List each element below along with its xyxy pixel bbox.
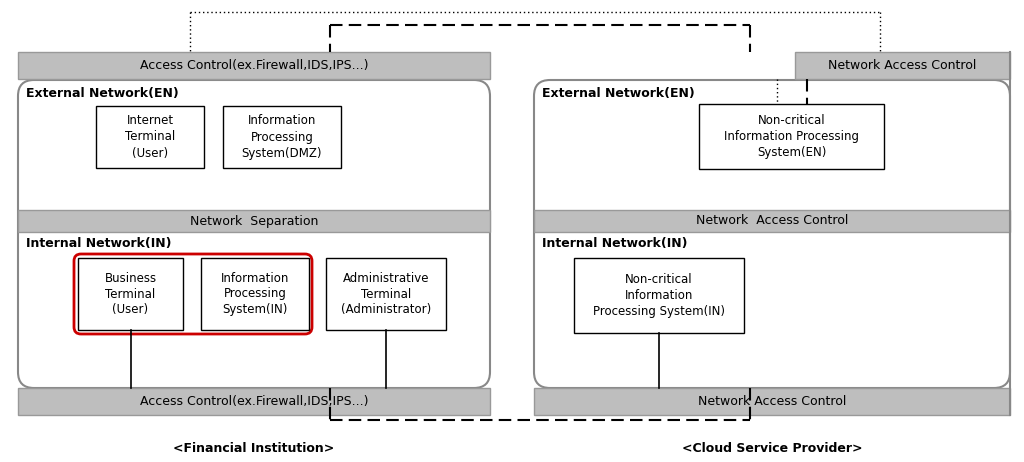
Text: Access Control(ex.Firewall,IDS,IPS...): Access Control(ex.Firewall,IDS,IPS...): [139, 395, 369, 408]
FancyBboxPatch shape: [534, 80, 1010, 388]
FancyBboxPatch shape: [74, 254, 312, 334]
Bar: [574, 258, 744, 333]
Bar: [18, 52, 490, 79]
Text: Non-critical
Information
Processing System(IN): Non-critical Information Processing Syst…: [593, 273, 725, 318]
Text: Network  Separation: Network Separation: [189, 214, 318, 227]
Bar: [223, 106, 341, 168]
Text: Network Access Control: Network Access Control: [828, 59, 977, 72]
Text: Internet
Terminal
(User): Internet Terminal (User): [125, 115, 175, 159]
Bar: [78, 258, 183, 330]
Bar: [795, 52, 1010, 79]
Bar: [18, 388, 490, 415]
Text: Administrative
Terminal
(Administrator): Administrative Terminal (Administrator): [341, 272, 431, 316]
Text: Business
Terminal
(User): Business Terminal (User): [104, 272, 157, 316]
Bar: [18, 210, 490, 232]
Text: Internal Network(IN): Internal Network(IN): [542, 237, 687, 250]
Text: Access Control(ex.Firewall,IDS,IPS...): Access Control(ex.Firewall,IDS,IPS...): [139, 59, 369, 72]
Bar: [326, 258, 446, 330]
Text: <Financial Institution>: <Financial Institution>: [173, 442, 335, 455]
Text: Information
Processing
System(IN): Information Processing System(IN): [221, 272, 289, 316]
Text: External Network(EN): External Network(EN): [542, 87, 694, 101]
Bar: [96, 106, 204, 168]
Bar: [201, 258, 309, 330]
Text: Network  Access Control: Network Access Control: [696, 214, 848, 227]
Bar: [534, 210, 1010, 232]
Text: Information
Processing
System(DMZ): Information Processing System(DMZ): [242, 115, 323, 159]
Bar: [534, 388, 1010, 415]
Bar: [699, 104, 884, 169]
FancyBboxPatch shape: [18, 80, 490, 388]
Text: <Cloud Service Provider>: <Cloud Service Provider>: [682, 442, 862, 455]
Text: Non-critical
Information Processing
System(EN): Non-critical Information Processing Syst…: [724, 114, 859, 159]
Text: External Network(EN): External Network(EN): [26, 87, 179, 101]
Text: Network Access Control: Network Access Control: [697, 395, 846, 408]
Text: Internal Network(IN): Internal Network(IN): [26, 237, 171, 250]
